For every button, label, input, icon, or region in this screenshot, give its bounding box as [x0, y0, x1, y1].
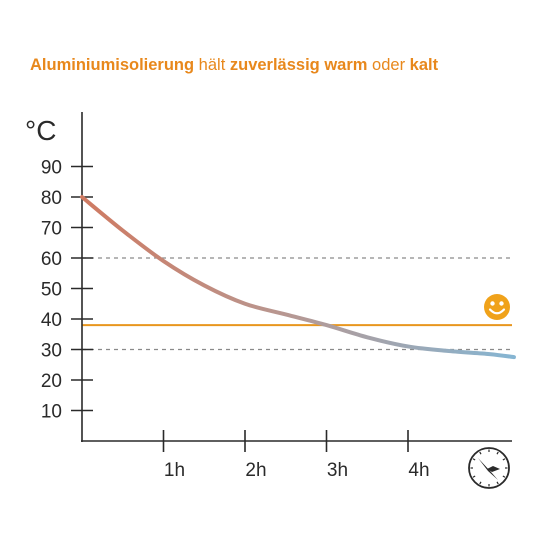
y-tick-label-20: 20 — [41, 371, 62, 392]
clock-mark — [472, 458, 476, 461]
y-tick-label-90: 90 — [41, 158, 62, 179]
smiley-right-eye — [499, 301, 504, 306]
clock-mark — [502, 458, 506, 461]
title-segment-4: oder — [367, 56, 410, 74]
clock-mark — [496, 481, 499, 485]
title-segment-3: zuverlässig warm — [229, 56, 368, 74]
y-tick-label-40: 40 — [41, 310, 62, 331]
y-tick-label-60: 60 — [41, 249, 62, 270]
smiley-left-eye — [490, 301, 495, 306]
x-tick-label-3: 3h — [327, 460, 348, 481]
y-tick-label-30: 30 — [41, 341, 62, 362]
x-tick-label-2: 2h — [245, 460, 266, 481]
temperature-curve — [80, 195, 516, 360]
axes-layer — [71, 112, 512, 452]
chart-title: Aluminiumisolierung hält zuverlässig war… — [30, 56, 438, 75]
y-tick-label-70: 70 — [41, 219, 62, 240]
clock-mark — [479, 451, 482, 455]
clock-mark — [472, 475, 476, 478]
y-tick-label-80: 80 — [41, 188, 62, 209]
clock-mark — [479, 481, 482, 485]
clock-mark — [502, 475, 506, 478]
y-tick-label-50: 50 — [41, 280, 62, 301]
tick-labels-layer: 10 20 30 40 50 60 70 80 90 1h 2h 3h 4h °C — [25, 115, 430, 481]
dashed-lines-layer — [82, 257, 512, 351]
y-axis-unit-label: °C — [25, 115, 56, 146]
curve-layer — [80, 195, 516, 360]
x-tick-label-1: 1h — [164, 460, 185, 481]
smiley-face — [484, 294, 510, 320]
clock-mark — [496, 451, 499, 455]
title-segment-1: Aluminiumisolierung — [30, 56, 195, 74]
clock-hand-short — [487, 466, 500, 472]
smiley-mouth — [488, 308, 506, 315]
smiley-icon — [484, 294, 510, 320]
title-segment-2: hält — [194, 56, 230, 74]
y-tick-label-10: 10 — [41, 402, 62, 423]
x-tick-label-4: 4h — [408, 460, 429, 481]
icons-layer — [468, 294, 510, 489]
clock-icon — [468, 447, 510, 489]
title-segment-5: kalt — [409, 56, 439, 74]
